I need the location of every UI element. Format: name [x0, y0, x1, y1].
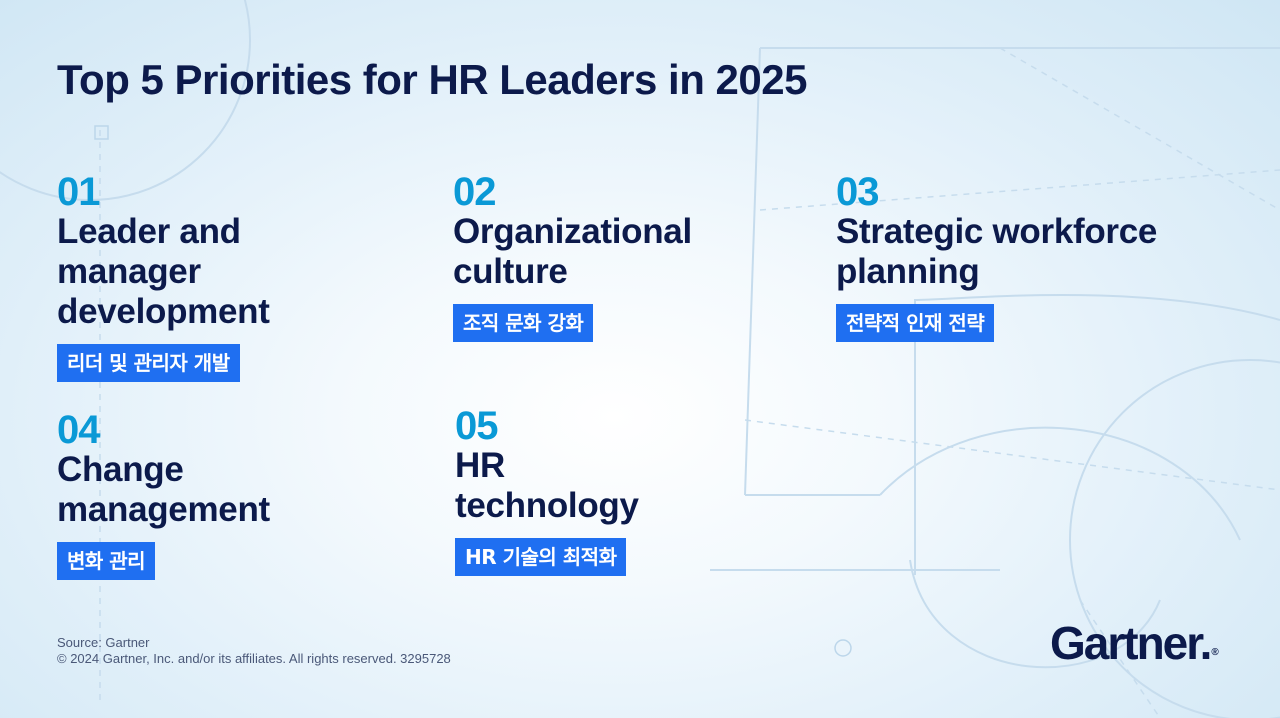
priority-tag: 리더 및 관리자 개발 [57, 344, 240, 382]
priority-label-line: Strategic workforce [836, 212, 1158, 251]
footer: Source: Gartner © 2024 Gartner, Inc. and… [57, 635, 451, 667]
copyright-note: © 2024 Gartner, Inc. and/or its affiliat… [57, 651, 451, 666]
priority-label-line: Change [57, 450, 184, 489]
logo-mark: . [1199, 617, 1213, 669]
priority-label: Change management [57, 450, 270, 530]
priority-label-line: development [57, 292, 270, 331]
priority-label: HR technology [455, 446, 639, 526]
priority-tag: 조직 문화 강화 [453, 304, 594, 342]
priority-tag: 변화 관리 [57, 542, 156, 580]
logo-wordmark: Gartner [1050, 617, 1202, 669]
registered-mark-icon: ® [1211, 647, 1219, 658]
priority-03: 03 Strategic workforce planning 전략적 인재 전… [836, 172, 1157, 342]
priority-number: 01 [57, 170, 100, 214]
priority-02: 02 Organizational culture 조직 문화 강화 [453, 172, 692, 342]
priority-01: 01 Leader and manager development 리더 및 관… [57, 172, 270, 382]
source-note: Source: Gartner [57, 635, 150, 650]
gartner-logo: Gartner.® [1050, 616, 1219, 670]
priority-label-line: technology [455, 486, 639, 525]
priority-label: Strategic workforce planning [836, 212, 1157, 292]
priority-label-line: HR [455, 446, 505, 485]
priority-number: 02 [453, 170, 496, 214]
priority-tag: 전략적 인재 전략 [836, 304, 995, 342]
priority-label-line: management [57, 490, 270, 529]
page-title: Top 5 Priorities for HR Leaders in 2025 [57, 56, 807, 103]
priority-label: Organizational culture [453, 212, 692, 292]
priority-tag: HR 기술의 최적화 [455, 538, 627, 576]
priority-04: 04 Change management 변화 관리 [57, 410, 270, 580]
priority-number: 05 [455, 404, 498, 448]
priority-label: Leader and manager development [57, 212, 270, 332]
priority-number: 04 [57, 408, 100, 452]
priority-number: 03 [836, 170, 880, 214]
priority-05: 05 HR technology HR 기술의 최적화 [455, 406, 639, 576]
priority-label-line: Leader and [57, 212, 241, 251]
priority-label-line: manager [57, 252, 201, 291]
priority-label-line: culture [453, 252, 568, 291]
priority-label-line: Organizational [453, 212, 692, 251]
priority-label-line: planning [836, 252, 980, 291]
